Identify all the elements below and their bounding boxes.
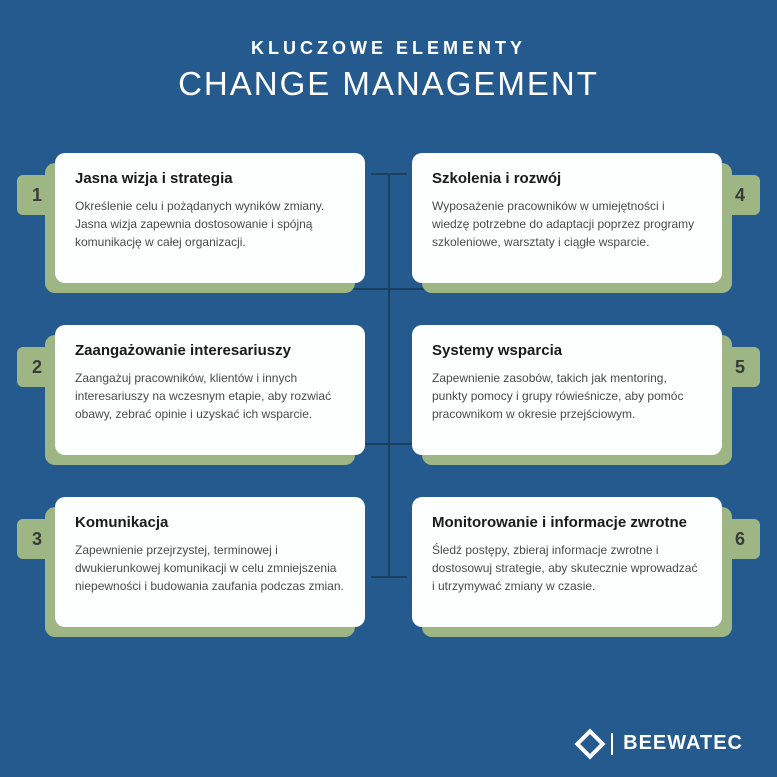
- card-number: 5: [720, 347, 760, 387]
- card-title: Zaangażowanie interesariuszy: [75, 341, 345, 361]
- card-desc: Wyposażenie pracowników w umiejętności i…: [432, 197, 702, 251]
- card-number: 6: [720, 519, 760, 559]
- header: KLUCZOWE ELEMENTY CHANGE MANAGEMENT: [0, 0, 777, 103]
- right-column: 4 Szkolenia i rozwój Wyposażenie pracown…: [412, 153, 722, 627]
- brand-name: BEEWATEC: [623, 732, 743, 755]
- card-title: Szkolenia i rozwój: [432, 169, 702, 189]
- card-2: 2 Zaangażowanie interesariuszy Zaangażuj…: [55, 325, 365, 455]
- timeline: [388, 173, 390, 578]
- header-title: CHANGE MANAGEMENT: [0, 65, 777, 103]
- card-body: Monitorowanie i informacje zwrotne Śledź…: [412, 497, 722, 627]
- card-body: Jasna wizja i strategia Określenie celu …: [55, 153, 365, 283]
- card-desc: Zapewnienie zasobów, takich jak mentorin…: [432, 369, 702, 423]
- left-column: 1 Jasna wizja i strategia Określenie cel…: [55, 153, 365, 627]
- card-number: 3: [17, 519, 57, 559]
- card-title: Monitorowanie i informacje zwrotne: [432, 513, 702, 533]
- card-desc: Określenie celu i pożądanych wyników zmi…: [75, 197, 345, 251]
- footer: BEEWATEC: [579, 732, 743, 755]
- card-desc: Zapewnienie przejrzystej, terminowej i d…: [75, 541, 345, 595]
- card-title: Komunikacja: [75, 513, 345, 533]
- card-number: 4: [720, 175, 760, 215]
- card-number: 2: [17, 347, 57, 387]
- card-body: Systemy wsparcia Zapewnienie zasobów, ta…: [412, 325, 722, 455]
- card-desc: Zaangażuj pracowników, klientów i innych…: [75, 369, 345, 423]
- card-4: 4 Szkolenia i rozwój Wyposażenie pracown…: [412, 153, 722, 283]
- card-body: Komunikacja Zapewnienie przejrzystej, te…: [55, 497, 365, 627]
- card-5: 5 Systemy wsparcia Zapewnienie zasobów, …: [412, 325, 722, 455]
- logo-divider: [611, 733, 613, 755]
- card-3: 3 Komunikacja Zapewnienie przejrzystej, …: [55, 497, 365, 627]
- content-area: 1 Jasna wizja i strategia Określenie cel…: [0, 153, 777, 683]
- card-6: 6 Monitorowanie i informacje zwrotne Śle…: [412, 497, 722, 627]
- card-body: Szkolenia i rozwój Wyposażenie pracownik…: [412, 153, 722, 283]
- card-1: 1 Jasna wizja i strategia Określenie cel…: [55, 153, 365, 283]
- logo-icon: [575, 728, 606, 759]
- card-desc: Śledź postępy, zbieraj informacje zwrotn…: [432, 541, 702, 595]
- card-title: Systemy wsparcia: [432, 341, 702, 361]
- header-subtitle: KLUCZOWE ELEMENTY: [0, 38, 777, 59]
- card-number: 1: [17, 175, 57, 215]
- card-title: Jasna wizja i strategia: [75, 169, 345, 189]
- card-body: Zaangażowanie interesariuszy Zaangażuj p…: [55, 325, 365, 455]
